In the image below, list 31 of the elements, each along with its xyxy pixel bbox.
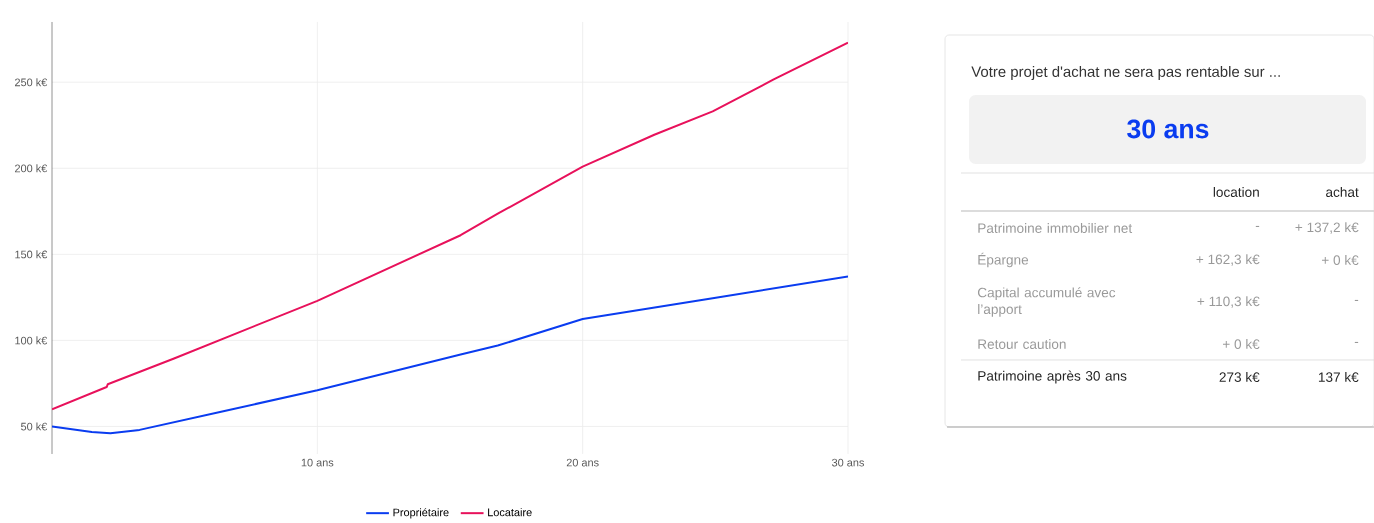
y-tick-label: 100 k€ bbox=[15, 336, 48, 345]
y-tick-label: 250 k€ bbox=[15, 78, 48, 87]
text: + 110,3 k€ bbox=[1197, 296, 1260, 308]
text: + 0 k€ bbox=[1321, 255, 1359, 265]
y-tick-label: 150 k€ bbox=[15, 250, 48, 259]
text: 273 k€ bbox=[1219, 372, 1260, 382]
text: - bbox=[1354, 299, 1359, 301]
text: - bbox=[1354, 341, 1359, 343]
text: Capital accumulé avec l’apport bbox=[977, 287, 1116, 317]
text: - bbox=[1255, 225, 1260, 227]
x-tick-label: 10 ans bbox=[301, 458, 334, 467]
x-tick-label: 20 ans bbox=[566, 458, 599, 467]
y-tick-label: 50 k€ bbox=[20, 422, 48, 431]
text: 30 ans bbox=[1127, 119, 1209, 139]
text: 137 k€ bbox=[1318, 372, 1359, 382]
text: Épargne bbox=[978, 252, 1029, 268]
line-series bbox=[52, 41, 848, 411]
line-series bbox=[52, 275, 848, 435]
text: + 162,3 k€ bbox=[1196, 254, 1260, 266]
x-tick-label: 30 ans bbox=[832, 458, 865, 467]
y-tick-label: 200 k€ bbox=[15, 164, 48, 173]
text: Patrimoine immobilier net bbox=[978, 223, 1133, 233]
text: location bbox=[1213, 187, 1259, 197]
legend-label: Locataire bbox=[488, 508, 532, 517]
legend-label: Propriétaire bbox=[393, 508, 449, 519]
text: + 137,2 k€ bbox=[1295, 222, 1359, 234]
text: + 0 k€ bbox=[1222, 339, 1260, 349]
text: Patrimoine après 30 ans bbox=[978, 370, 1127, 384]
text: Votre projet d'achat ne sera pas rentable sur ... bbox=[971, 66, 1280, 80]
text: Retour caution bbox=[978, 339, 1066, 349]
text: achat bbox=[1326, 187, 1359, 197]
